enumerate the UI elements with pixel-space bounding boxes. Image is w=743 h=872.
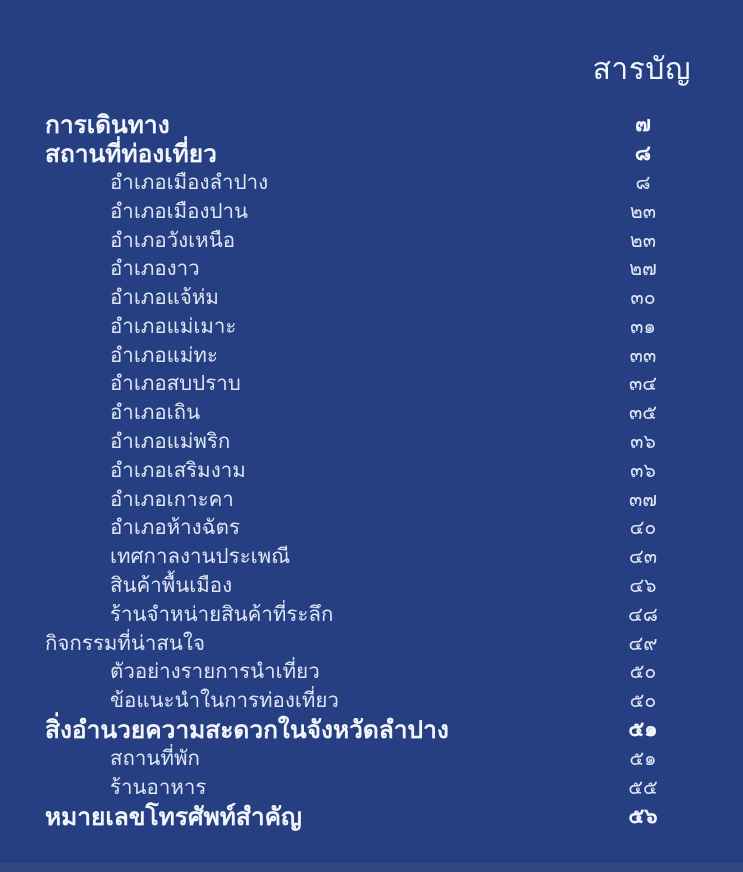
toc-entry-label: ตัวอย่างรายการนำเที่ยว: [110, 660, 320, 684]
toc-row[interactable]: กิจกรรมที่น่าสนใจ ๔๙: [45, 629, 698, 658]
toc-row[interactable]: อำเภอแม่เมาะ ๓๑: [45, 312, 698, 341]
toc-entry-label: สิ่งอำนวยความสะดวกในจังหวัดลำปาง: [45, 717, 449, 745]
toc-entry-label: อำเภอห้างฉัตร: [110, 516, 240, 540]
toc-row[interactable]: อำเภอเกาะคา ๓๗: [45, 485, 698, 514]
toc-entry-page-number: ๓๐: [630, 287, 656, 310]
toc-row[interactable]: อำเภอวังเหนือ ๒๓: [45, 226, 698, 255]
toc-entry-page-number: ๒๓: [629, 200, 657, 223]
toc-entry-label: หมายเลขโทรศัพท์สำคัญ: [45, 803, 302, 831]
toc-entry-page-number: ๔๘: [628, 603, 658, 626]
toc-row[interactable]: ร้านอาหาร ๕๕: [45, 773, 698, 802]
toc-entry-page-number: ๕๐: [629, 690, 657, 713]
toc-row[interactable]: อำเภอเถิน ๓๕: [45, 398, 698, 427]
toc-entry-page-number: ๓๔: [628, 373, 658, 396]
toc-entry-label: อำเภอเสริมงาม: [110, 458, 246, 482]
toc-entry-label: อำเภองาว: [110, 257, 200, 281]
toc-row[interactable]: อำเภอแม่พริก ๓๖: [45, 427, 698, 456]
toc-entry-label: สินค้าพื้นเมือง: [110, 574, 233, 598]
toc-entry-label: ข้อแนะนำในการท่องเที่ยว: [110, 689, 339, 713]
toc-entry-page-number: ๓๗: [629, 488, 657, 511]
toc-entry-page-number: ๓๓: [629, 344, 657, 367]
page-title: สารบัญ: [592, 53, 691, 86]
toc-entry-page-number: ๓๑: [630, 315, 656, 338]
toc-row[interactable]: สินค้าพื้นเมือง ๔๖: [45, 571, 698, 600]
toc-entry-label: อำเภอเมืองลำปาง: [110, 170, 269, 194]
toc-entry-page-number: ๒๓: [629, 229, 657, 252]
toc-entry-page-number: ๗: [635, 113, 651, 136]
table-of-contents: การเดินทาง๗สถานที่ท่องเที่ยว๘อำเภอเมืองล…: [45, 110, 698, 831]
toc-entry-page-number: ๔๓: [628, 546, 658, 569]
toc-row[interactable]: อำเภอสบปราบ ๓๔: [45, 370, 698, 399]
toc-entry-label: สถานที่พัก: [110, 747, 200, 771]
toc-entry-page-number: ๓๖: [630, 431, 656, 454]
page-bottom-edge: [0, 863, 743, 872]
toc-row[interactable]: อำเภองาว ๒๗: [45, 254, 698, 283]
toc-entry-label: การเดินทาง: [45, 112, 170, 139]
toc-row[interactable]: หมายเลขโทรศัพท์สำคัญ ๕๖: [45, 802, 698, 831]
toc-entry-page-number: ๒๗: [629, 258, 657, 281]
toc-entry-label: อำเภอวังเหนือ: [110, 228, 236, 252]
toc-entry-page-number: ๕๕: [628, 776, 658, 799]
toc-row[interactable]: อำเภอเมืองปาน ๒๓: [45, 197, 698, 226]
toc-row[interactable]: อำเภอห้างฉัตร ๔๐: [45, 514, 698, 543]
toc-row[interactable]: อำเภอเมืองลำปาง ๘: [45, 168, 698, 197]
toc-entry-label: อำเภอแม่เมาะ: [110, 314, 237, 338]
toc-entry-label: อำเภอแจ้ห่ม: [110, 286, 219, 310]
toc-row[interactable]: สิ่งอำนวยความสะดวกในจังหวัดลำปาง ๕๑: [45, 715, 698, 744]
toc-row[interactable]: ร้านจำหน่ายสินค้าที่ระลึก ๔๘: [45, 600, 698, 629]
toc-entry-page-number: ๕๑: [629, 748, 657, 771]
toc-row[interactable]: อำเภอเสริมงาม ๓๖: [45, 456, 698, 485]
toc-entry-label: อำเภอเมืองปาน: [110, 199, 249, 223]
toc-entry-label: กิจกรรมที่น่าสนใจ: [45, 631, 205, 655]
toc-row[interactable]: การเดินทาง ๗: [45, 110, 698, 139]
toc-entry-page-number: ๕๖: [628, 804, 658, 828]
toc-entry-page-number: ๕๑: [628, 718, 658, 742]
toc-entry-page-number: ๘: [635, 171, 651, 194]
toc-row[interactable]: สถานที่ท่องเที่ยว ๘: [45, 139, 698, 168]
toc-entry-label: ร้านจำหน่ายสินค้าที่ระลึก: [110, 602, 334, 626]
toc-entry-page-number: ๔๐: [629, 517, 657, 540]
toc-entry-label: สถานที่ท่องเที่ยว: [45, 141, 217, 168]
toc-row[interactable]: สถานที่พัก ๕๑: [45, 744, 698, 773]
toc-row[interactable]: เทศกาลงานประเพณี ๔๓: [45, 542, 698, 571]
toc-entry-page-number: ๔๖: [629, 575, 657, 598]
toc-entry-page-number: ๔๙: [628, 632, 658, 655]
toc-entry-page-number: ๓๖: [630, 459, 656, 482]
toc-row[interactable]: อำเภอแจ้ห่ม ๓๐: [45, 283, 698, 312]
toc-entry-page-number: ๓๕: [628, 402, 658, 425]
toc-entry-label: อำเภอแม่พริก: [110, 430, 231, 454]
toc-entry-page-number: ๘: [634, 142, 652, 165]
toc-entry-label: เทศกาลงานประเพณี: [110, 545, 291, 569]
toc-row[interactable]: ตัวอย่างรายการนำเที่ยว ๕๐: [45, 658, 698, 687]
toc-entry-label: อำเภอเกาะคา: [110, 487, 234, 511]
toc-entry-label: ร้านอาหาร: [110, 775, 207, 799]
toc-entry-page-number: ๕๐: [629, 661, 657, 684]
toc-row[interactable]: อำเภอแม่ทะ ๓๓: [45, 341, 698, 370]
toc-entry-label: อำเภอสบปราบ: [110, 372, 241, 396]
toc-entry-label: อำเภอเถิน: [110, 401, 201, 425]
toc-row[interactable]: ข้อแนะนำในการท่องเที่ยว ๕๐: [45, 686, 698, 715]
toc-entry-label: อำเภอแม่ทะ: [110, 343, 218, 367]
